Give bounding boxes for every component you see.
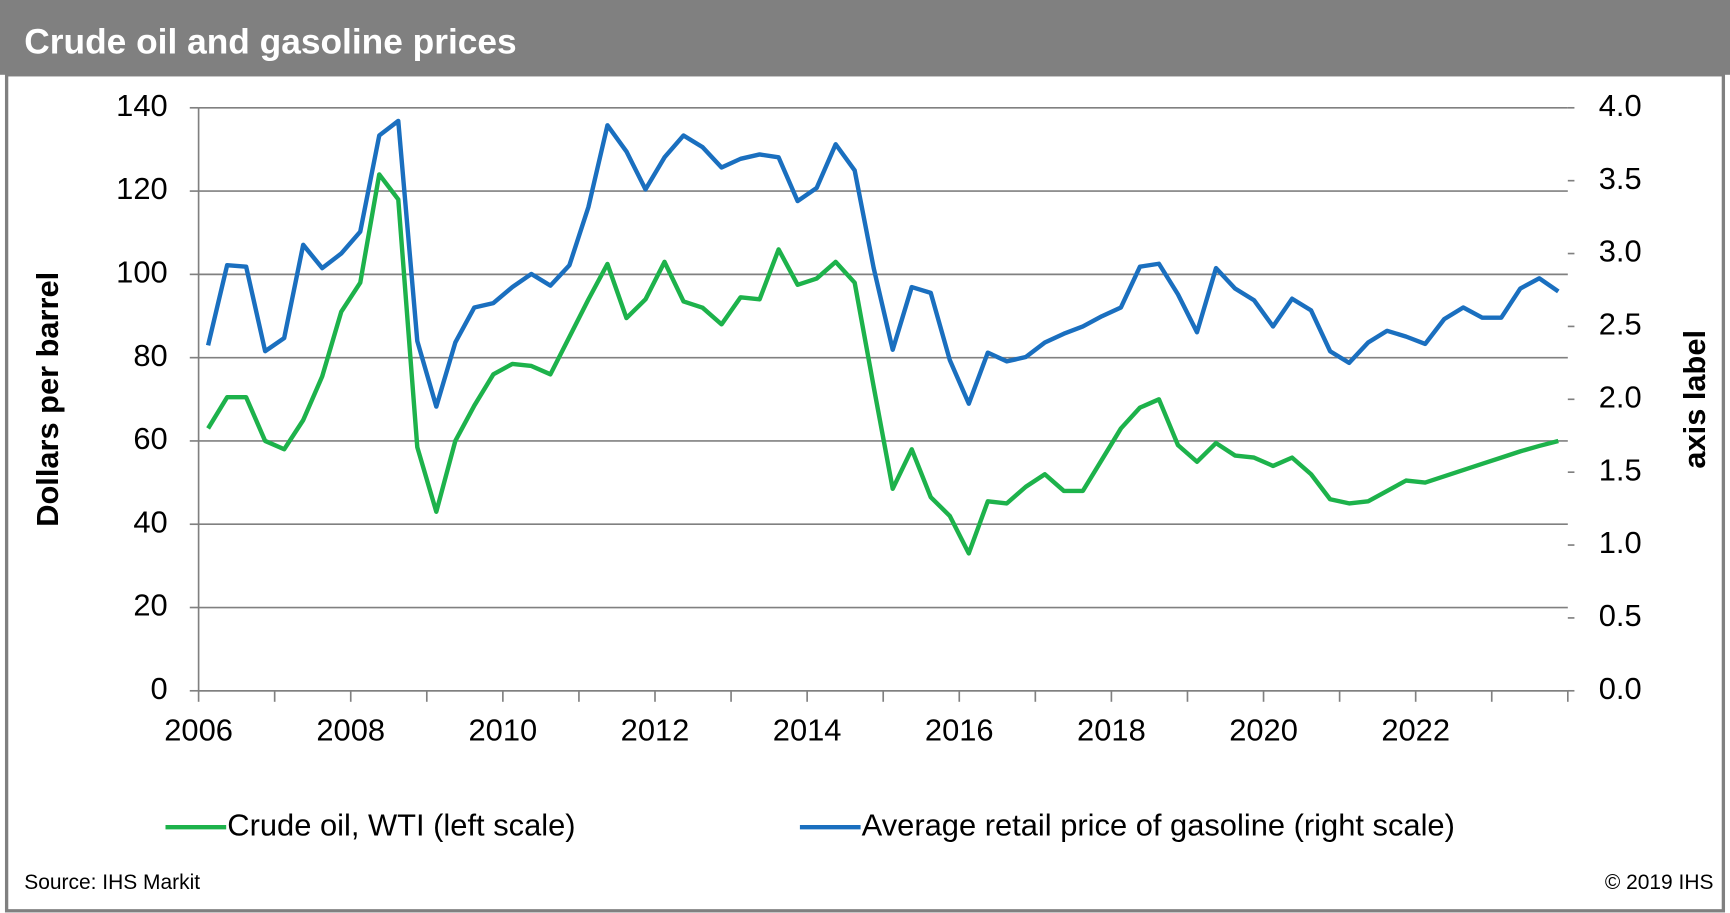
y2-tick-label: 0.0: [1599, 671, 1642, 706]
x-tick-label: 2018: [1077, 713, 1146, 748]
y-tick-label: 140: [116, 88, 168, 123]
copyright: © 2019 IHS: [1605, 871, 1714, 894]
series-line: [206, 172, 1559, 556]
y2-tick-label: 3.5: [1599, 161, 1642, 196]
y-tick-label: 120: [116, 171, 168, 206]
series-line: [205, 118, 1560, 409]
y-tick-label: 20: [133, 588, 167, 623]
y2-axis-label: axis label: [1677, 330, 1712, 469]
y2-tick-label: 1.0: [1599, 525, 1642, 560]
x-tick-label: 2010: [469, 713, 538, 748]
title-bar: [0, 0, 1730, 75]
x-tick-label: 2008: [316, 713, 385, 748]
chart-title: Crude oil and gasoline prices: [24, 22, 516, 61]
y-tick-label: 60: [133, 421, 167, 456]
y-tick-label: 100: [116, 255, 168, 290]
legend-label: Crude oil, WTI (left scale): [227, 807, 575, 842]
x-tick-label: 2016: [925, 713, 994, 748]
y2-tick-label: 2.5: [1599, 307, 1642, 342]
x-tick-label: 2022: [1381, 713, 1450, 748]
x-tick-label: 2006: [164, 713, 233, 748]
y2-tick-label: 2.0: [1599, 379, 1642, 414]
y2-tick-label: 1.5: [1599, 452, 1642, 487]
y2-tick-label: 0.5: [1599, 598, 1642, 633]
legend-label: Average retail price of gasoline (right …: [862, 807, 1455, 842]
source: Source: IHS Markit: [24, 871, 200, 894]
x-tick-label: 2020: [1229, 713, 1298, 748]
y-tick-label: 0: [151, 671, 168, 706]
y-tick-label: 80: [133, 338, 167, 373]
x-tick-label: 2012: [621, 713, 690, 748]
y-axis-label: Dollars per barrel: [30, 272, 65, 527]
y-tick-label: 40: [133, 504, 167, 539]
y2-tick-label: 3.0: [1599, 234, 1642, 269]
frame: [4, 73, 1726, 913]
x-tick-label: 2014: [773, 713, 842, 748]
y2-tick-label: 4.0: [1599, 88, 1642, 123]
